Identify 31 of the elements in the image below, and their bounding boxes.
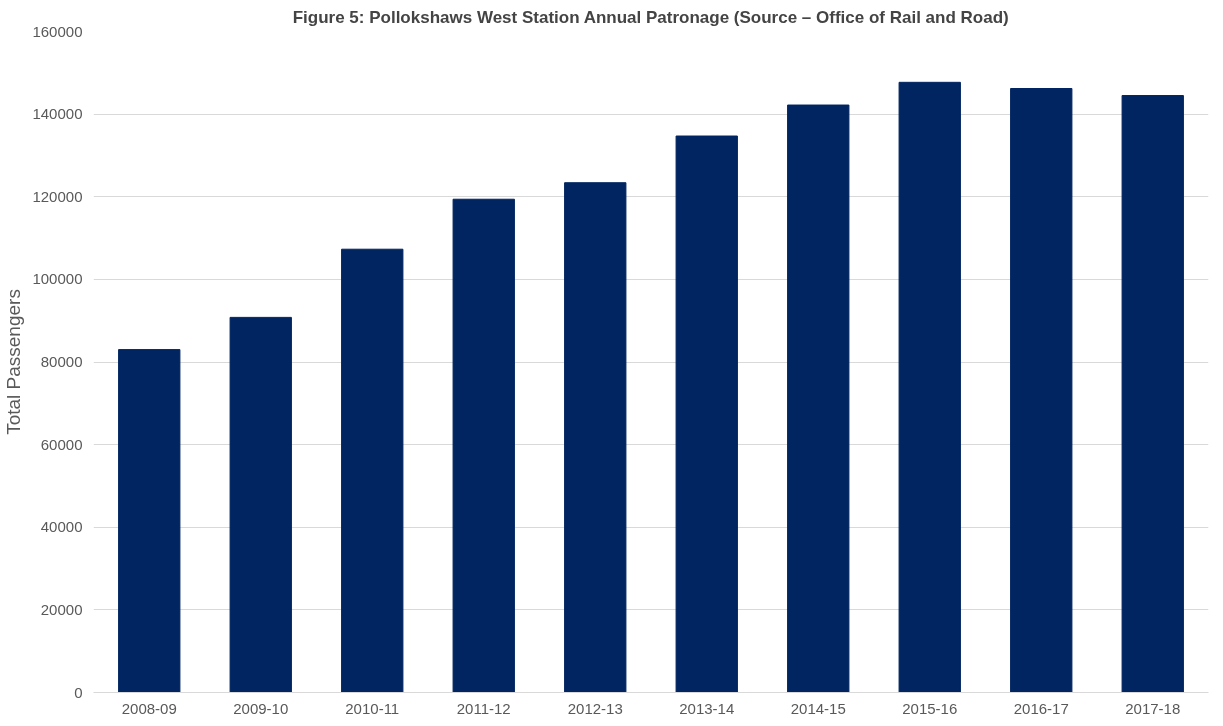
y-tick-label: 40000 <box>40 518 83 536</box>
chart-title: Figure 5: Pollokshaws West Station Annual Patronage (Source – Office of Rail and Road) <box>292 7 1009 27</box>
y-tick-label: 60000 <box>40 435 83 453</box>
x-tick-label: 2017-18 <box>1125 699 1181 717</box>
bar <box>118 349 181 693</box>
x-tick-label: 2012-13 <box>567 699 623 717</box>
y-tick-label: 160000 <box>32 22 83 40</box>
x-tick-label: 2016-17 <box>1013 699 1069 717</box>
x-tick-label: 2011-12 <box>456 699 511 717</box>
x-tick-label: 2010-11 <box>345 699 400 717</box>
y-tick-label: 80000 <box>40 353 83 370</box>
bar <box>787 104 850 693</box>
x-tick-label: 2009-10 <box>233 699 289 717</box>
bar <box>675 135 738 693</box>
bar <box>452 198 515 693</box>
y-tick-label: 100000 <box>32 270 83 288</box>
bar <box>229 316 292 693</box>
x-tick-label: 2014-15 <box>790 699 846 717</box>
y-tick-label: 20000 <box>40 600 83 618</box>
bar <box>898 81 961 693</box>
x-tick-label: 2013-14 <box>679 699 735 717</box>
y-axis-title: Total Passengers <box>3 289 25 435</box>
y-tick-label: 140000 <box>32 105 83 123</box>
bar <box>341 248 404 693</box>
bar <box>564 182 627 693</box>
y-tick-label: 120000 <box>32 187 83 205</box>
bar <box>1121 95 1184 693</box>
x-tick-label: 2015-16 <box>902 699 958 717</box>
y-tick-label: 0 <box>74 683 83 701</box>
bar <box>1010 88 1073 693</box>
x-tick-label: 2008-09 <box>121 699 177 717</box>
